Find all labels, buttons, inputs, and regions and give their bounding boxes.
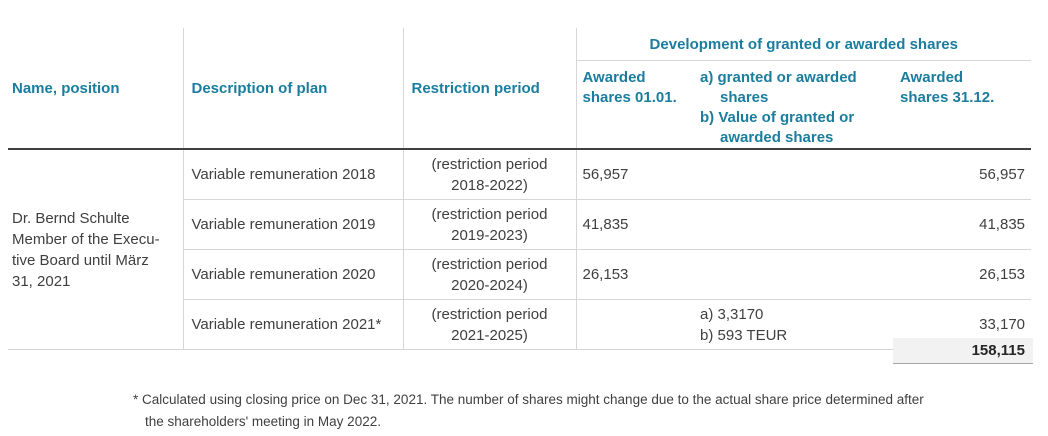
cell-restriction-period: (restriction period 2018-2022)	[403, 149, 577, 200]
restriction-period-text: (restriction period 2021-2025)	[431, 305, 548, 344]
column-header-granted-awarded: a) granted or awarded shares b) Value of…	[691, 60, 896, 150]
table-row: Variable remuneration 2020 (restriction …	[8, 249, 1032, 300]
restriction-period-text: (restriction period 2018-2022)	[431, 155, 548, 194]
column-header-awarded-shares-3112-label: Awarded shares 31.12.	[900, 69, 995, 106]
cell-awarded-3112: 41,835	[896, 199, 1032, 250]
restriction-period-text: (restriction period 2020-2024)	[431, 255, 548, 294]
cell-awarded-0101: 26,153	[576, 249, 691, 300]
footnote: * Calculated using closing price on Dec …	[133, 389, 925, 433]
footnote-marker: *	[133, 392, 139, 407]
cell-awarded-0101: 56,957	[582, 166, 629, 183]
granted-header-line-b: b) Value of granted or awarded shares	[700, 109, 855, 146]
cell-plan: Variable remuneration 2019	[183, 199, 404, 250]
table-row: Variable remuneration 2019 (restriction …	[8, 199, 1032, 250]
column-header-restriction-period: Restriction period	[403, 28, 577, 150]
restriction-period-text: (restriction period 2019-2023)	[431, 205, 548, 244]
cell-restriction-period: (restriction period 2019-2023)	[403, 199, 577, 250]
granted-header-line-a: a) granted or awarded shares	[700, 69, 857, 106]
person-role-line: Member of the Execu-	[12, 230, 160, 248]
cell-granted-awarded	[691, 149, 896, 200]
person-role-line: tive Board until März	[12, 251, 149, 269]
person-name-line: Dr. Bernd Schulte	[12, 209, 130, 227]
cell-plan: Variable remuneration 2018	[183, 149, 404, 200]
footnote-text: Calculated using closing price on Dec 31…	[142, 392, 924, 429]
cell-awarded-0101: 41,835	[576, 199, 691, 250]
column-header-name-position: Name, position	[8, 28, 184, 150]
column-header-awarded-shares-3112: Awarded shares 31.12.	[896, 60, 1032, 150]
granted-value-line-a: a) 3,3170	[700, 305, 764, 323]
granted-value-line-b: b) 593 TEUR	[700, 326, 788, 344]
person-role-line: 31, 2021	[12, 272, 71, 290]
remuneration-table: Name, position Description of plan Restr…	[8, 28, 1032, 350]
cell-granted-awarded	[691, 199, 896, 250]
cell-plan: Variable remuneration 2020	[183, 249, 404, 300]
remuneration-table-wrap: Name, position Description of plan Restr…	[8, 28, 1032, 350]
cell-awarded-0101	[576, 299, 691, 350]
cell-granted-awarded	[691, 249, 896, 300]
cell-restriction-period: (restriction period 2020-2024)	[403, 249, 577, 300]
column-header-description-of-plan: Description of plan	[183, 28, 404, 150]
cell-name-position: Dr. Bernd Schulte Member of the Execu- t…	[8, 149, 184, 350]
table-body: Dr. Bernd Schulte Member of the Execu- t…	[8, 149, 1032, 350]
table-row: Dr. Bernd Schulte Member of the Execu- t…	[8, 149, 1031, 350]
cell-awarded-3112: 56,957	[979, 166, 1026, 183]
cell-restriction-period: (restriction period 2021-2025)	[403, 299, 577, 350]
total-awarded-shares: 158,115	[893, 338, 1033, 364]
cell-granted-awarded: a) 3,3170 b) 593 TEUR	[691, 299, 896, 350]
cell-awarded-3112: 26,153	[896, 249, 1032, 300]
column-header-awarded-shares-0101: Awarded shares 01.01.	[576, 60, 691, 150]
group-header-development-of-shares: Development of granted or awarded shares	[576, 28, 1032, 61]
table-header: Name, position Description of plan Restr…	[8, 28, 1032, 150]
table-row: Variable remuneration 2021* (restriction…	[8, 299, 1032, 350]
column-header-awarded-shares-0101-label: Awarded shares 01.01.	[582, 69, 677, 106]
cell-plan: Variable remuneration 2021*	[183, 299, 404, 350]
